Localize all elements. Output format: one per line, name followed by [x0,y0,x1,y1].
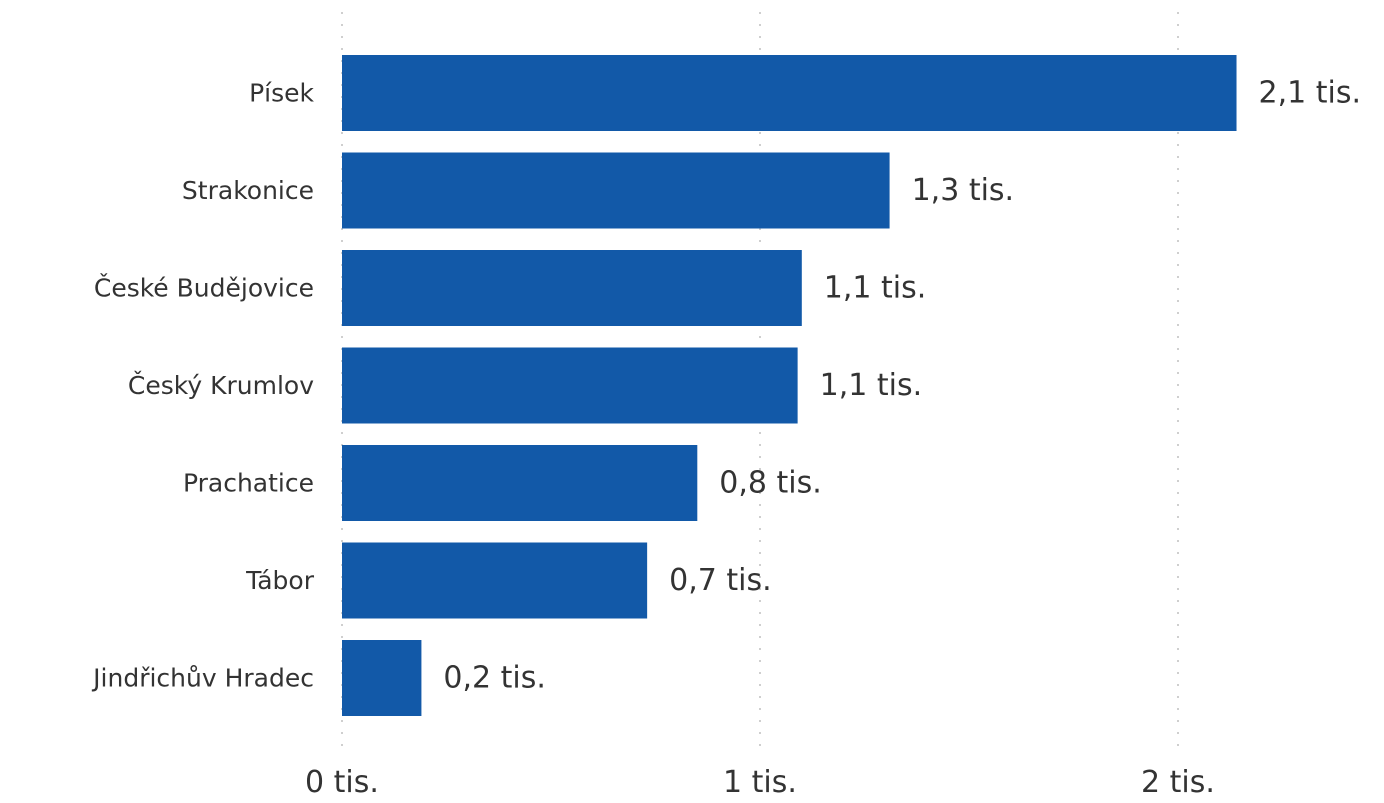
value-label-3: 1,1 tis. [820,368,923,403]
x-tick-label-1: 1 tis. [723,765,797,800]
bars [342,55,1237,716]
value-label-1: 1,3 tis. [912,173,1015,208]
grid-lines [341,12,1179,748]
category-label-2: České Budějovice [94,273,314,303]
value-labels: 2,1 tis. 1,3 tis. 1,1 tis. 1,1 tis. 0,8 tis.… [443,76,1361,696]
category-label-6: Jindřichův Hradec [91,664,314,693]
bar-5[interactable] [342,542,648,619]
x-axis-tick-labels: 0 tis. 1 tis. 2 tis. [305,765,1215,800]
bar-3[interactable] [342,347,798,424]
category-label-3: Český Krumlov [128,370,314,400]
value-label-5: 0,7 tis. [669,563,772,598]
bar-4[interactable] [342,445,698,521]
value-label-2: 1,1 tis. [824,271,927,306]
value-label-0: 2,1 tis. [1259,76,1362,111]
category-label-4: Prachatice [183,469,314,498]
category-label-0: Písek [249,79,314,108]
category-label-5: Tábor [245,566,315,595]
x-tick-label-2: 2 tis. [1141,765,1215,800]
bar-0[interactable] [342,55,1237,131]
value-label-6: 0,2 tis. [443,661,546,696]
bar-1[interactable] [342,152,890,229]
x-tick-label-0: 0 tis. [305,765,379,800]
bar-2[interactable] [342,250,802,326]
category-label-1: Strakonice [182,176,314,205]
bar-6[interactable] [342,640,422,716]
value-label-4: 0,8 tis. [719,466,822,501]
category-labels: Písek Strakonice České Budějovice Český Kru… [91,79,315,693]
